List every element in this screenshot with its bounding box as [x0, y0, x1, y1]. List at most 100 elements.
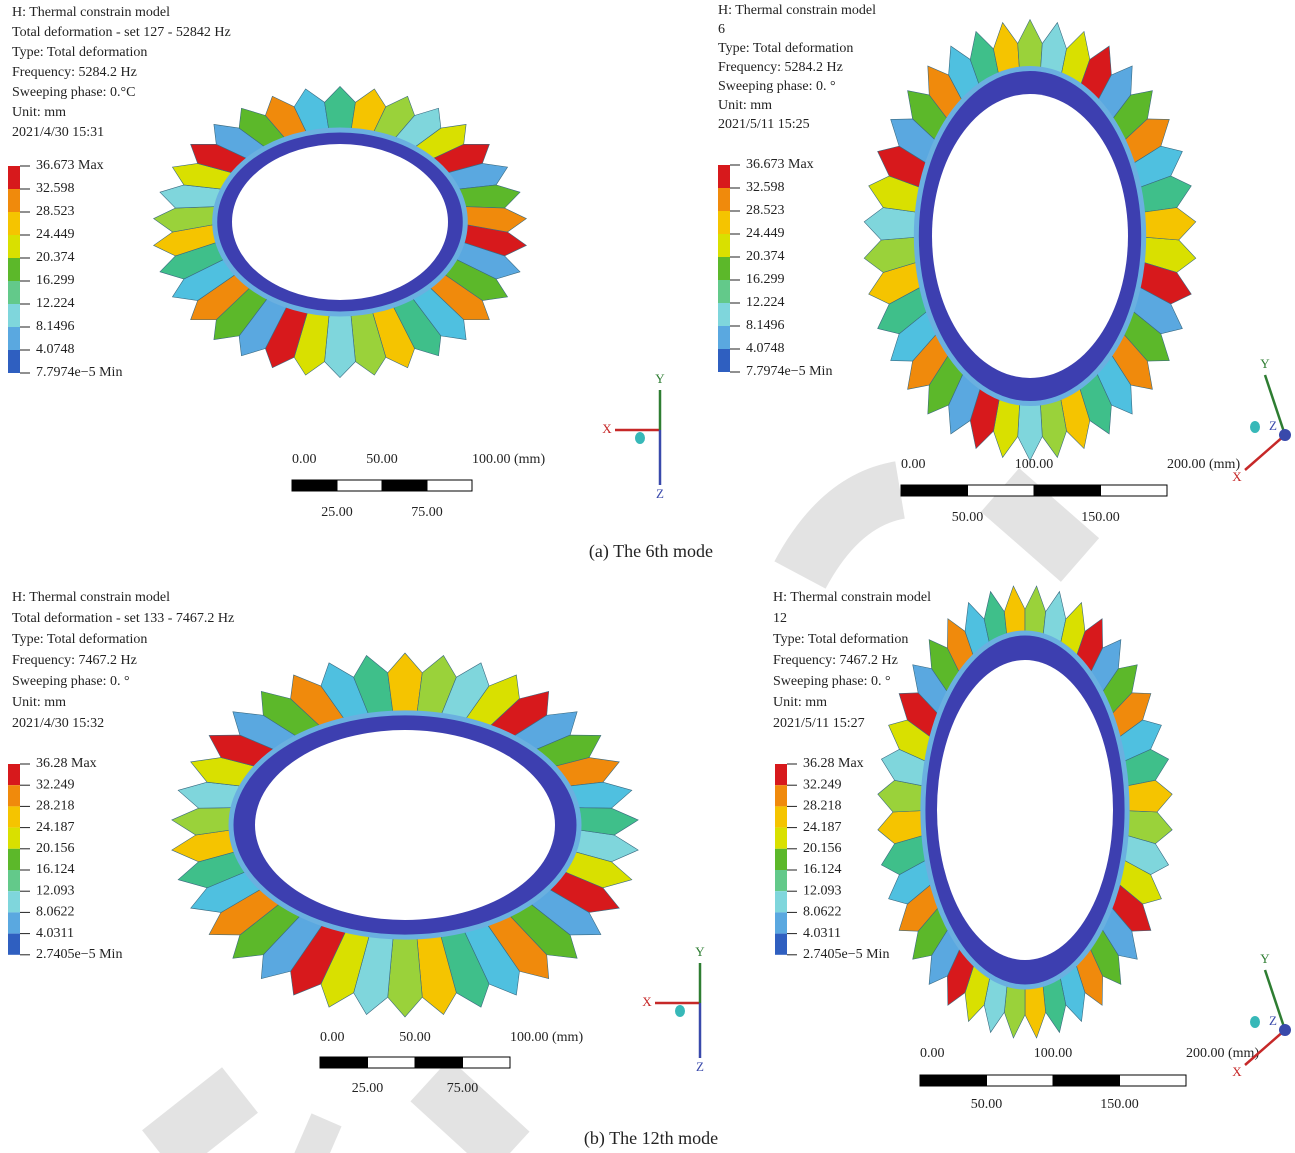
- scale-bar: 0.0050.00100.00 (mm)25.0075.00: [292, 452, 545, 520]
- legend-label: 32.249: [36, 777, 75, 792]
- scale-segment: [382, 480, 427, 491]
- info-line: Type: Total deformation: [773, 632, 908, 647]
- legend-band: [8, 350, 20, 373]
- panel: H: Thermal constrain model12Type: Total …: [773, 586, 1291, 1112]
- axis-label: Y: [1260, 951, 1270, 966]
- legend-label: 8.1496: [746, 318, 785, 333]
- scale-segment: [368, 1057, 416, 1068]
- legend-band: [775, 764, 787, 785]
- legend-band: [718, 349, 730, 372]
- gear: [878, 586, 1172, 1038]
- info-line: Unit: mm: [773, 695, 827, 710]
- info-line: Unit: mm: [12, 695, 66, 710]
- legend: 36.673 Max32.59828.52324.44920.37416.299…: [718, 157, 832, 379]
- scale-segment: [1101, 485, 1168, 496]
- caption: (b) The 12th mode: [584, 1128, 718, 1149]
- gear-tooth: [325, 308, 356, 377]
- scale-segment: [987, 1075, 1054, 1086]
- legend: 36.28 Max32.24928.21824.18720.15616.1241…: [8, 756, 122, 962]
- axis-label: Z: [1269, 418, 1277, 433]
- info-line: 2021/4/30 15:32: [12, 716, 104, 731]
- panel: H: Thermal constrain modelTotal deformat…: [8, 5, 665, 520]
- scale-label: 0.00: [901, 457, 926, 472]
- scale-segment: [968, 485, 1035, 496]
- axis-triad: XYZ: [642, 944, 705, 1074]
- legend-label: 12.224: [746, 295, 785, 310]
- legend-band: [8, 891, 20, 912]
- axis-label: X: [602, 421, 612, 436]
- scale-segment: [1120, 1075, 1187, 1086]
- axis-label: Y: [655, 371, 665, 386]
- axis-label: Z: [1269, 1013, 1277, 1028]
- legend-label: 8.1496: [36, 319, 75, 334]
- legend-band: [8, 212, 20, 235]
- axis-origin: [1279, 1024, 1291, 1036]
- legend-band: [775, 870, 787, 891]
- caption: (a) The 6th mode: [589, 541, 713, 562]
- legend: 36.673 Max32.59828.52324.44920.37416.299…: [8, 158, 122, 380]
- info-line: Frequency: 7467.2 Hz: [12, 653, 137, 668]
- info-line: Sweeping phase: 0. °: [718, 79, 836, 94]
- legend-label: 20.156: [36, 841, 75, 856]
- gear-tooth: [388, 653, 423, 717]
- legend-band: [8, 258, 20, 281]
- gear-bore: [937, 660, 1113, 960]
- axis-label: X: [1232, 1064, 1242, 1079]
- legend-band: [718, 165, 730, 188]
- scale-label: 200.00 (mm): [1186, 1046, 1259, 1061]
- axis-marker: [1250, 1016, 1260, 1028]
- scale-label: 200.00 (mm): [1167, 457, 1240, 472]
- legend-band: [775, 934, 787, 955]
- info-line: Sweeping phase: 0.°C: [12, 85, 135, 100]
- legend-label: 4.0748: [746, 341, 785, 356]
- legend-label: 16.124: [36, 862, 75, 877]
- legend-label: 2.7405e−5 Min: [36, 947, 122, 962]
- legend-band: [775, 828, 787, 849]
- legend-label: 36.673 Max: [746, 157, 814, 172]
- info-line: Sweeping phase: 0. °: [12, 674, 130, 689]
- scale-label: 100.00 (mm): [472, 452, 545, 467]
- info-line: Frequency: 5284.2 Hz: [12, 65, 137, 80]
- info-line: 2021/4/30 15:31: [12, 125, 104, 140]
- scale-label: 50.00: [399, 1030, 431, 1045]
- axis-label: X: [642, 994, 652, 1009]
- axis-label: Y: [1260, 356, 1270, 371]
- info-line: 2021/5/11 15:25: [718, 117, 810, 132]
- legend-label: 12.224: [36, 296, 75, 311]
- legend-band: [775, 912, 787, 933]
- info-line: Frequency: 5284.2 Hz: [718, 60, 843, 75]
- legend-band: [718, 280, 730, 303]
- info-line: Total deformation - set 133 - 7467.2 Hz: [12, 611, 234, 626]
- legend-label: 20.156: [803, 841, 842, 856]
- legend-band: [8, 849, 20, 870]
- legend-band: [775, 806, 787, 827]
- info-line: Type: Total deformation: [718, 41, 853, 56]
- legend-band: [8, 806, 20, 827]
- gear-tooth: [388, 933, 423, 1017]
- legend-band: [718, 211, 730, 234]
- legend-label: 16.124: [803, 862, 842, 877]
- info-line: 2021/5/11 15:27: [773, 716, 865, 731]
- legend-label: 4.0748: [36, 342, 75, 357]
- legend-label: 16.299: [746, 272, 785, 287]
- scale-segment: [901, 485, 968, 496]
- legend-label: 12.093: [803, 883, 842, 898]
- scale-segment: [415, 1057, 463, 1068]
- scale-label: 0.00: [920, 1046, 945, 1061]
- legend-label: 28.218: [803, 799, 842, 814]
- scale-label: 75.00: [447, 1081, 479, 1096]
- legend-band: [775, 891, 787, 912]
- scale-label: 50.00: [952, 510, 984, 525]
- legend-band: [8, 934, 20, 955]
- legend-band: [718, 303, 730, 326]
- info-line: H: Thermal constrain model: [12, 590, 170, 605]
- axis-label: Z: [696, 1059, 704, 1074]
- legend-band: [8, 828, 20, 849]
- legend-label: 24.187: [803, 820, 842, 835]
- legend-band: [8, 912, 20, 933]
- legend-label: 32.598: [746, 180, 785, 195]
- legend-band: [8, 764, 20, 785]
- panel: H: Thermal constrain model Total deformat…: [8, 590, 705, 1096]
- scale-segment: [337, 480, 382, 491]
